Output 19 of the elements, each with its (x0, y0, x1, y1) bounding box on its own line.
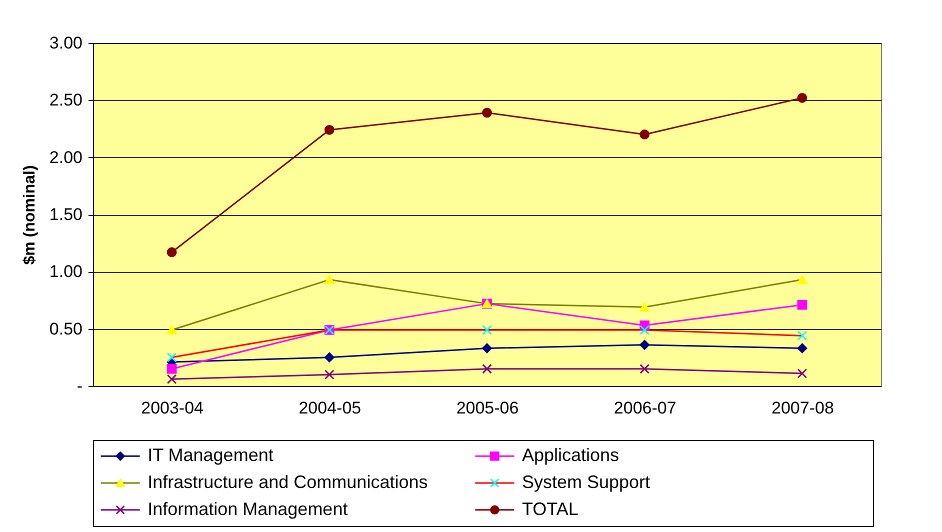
y-tick-label: 1.00 (49, 262, 82, 282)
x-tick-label: 2006-07 (614, 398, 676, 418)
y-tick-label: 1.50 (49, 205, 82, 224)
y-tick-label: 2.50 (49, 90, 82, 110)
x-tick-label: 2004-05 (298, 398, 362, 418)
y-axis-title: $m (nominal) (21, 165, 38, 265)
legend-label: Infrastructure and Communications (148, 472, 428, 492)
legend-label: Applications (522, 445, 620, 466)
x-tick-label: 2007-08 (772, 398, 834, 418)
y-tick-label: - (76, 376, 82, 396)
x-tick-label: 2003-04 (141, 398, 204, 418)
legend-label: TOTAL (522, 498, 578, 519)
x-tick-label: 2005-06 (456, 398, 519, 418)
legend-label: System Support (522, 472, 650, 492)
y-tick-label: 0.50 (49, 319, 82, 338)
y-tick-label: 3.00 (49, 34, 82, 52)
legend-label: IT Management (148, 445, 274, 466)
legend-label: Information Management (148, 498, 348, 519)
y-tick-label: 2.00 (49, 148, 82, 167)
